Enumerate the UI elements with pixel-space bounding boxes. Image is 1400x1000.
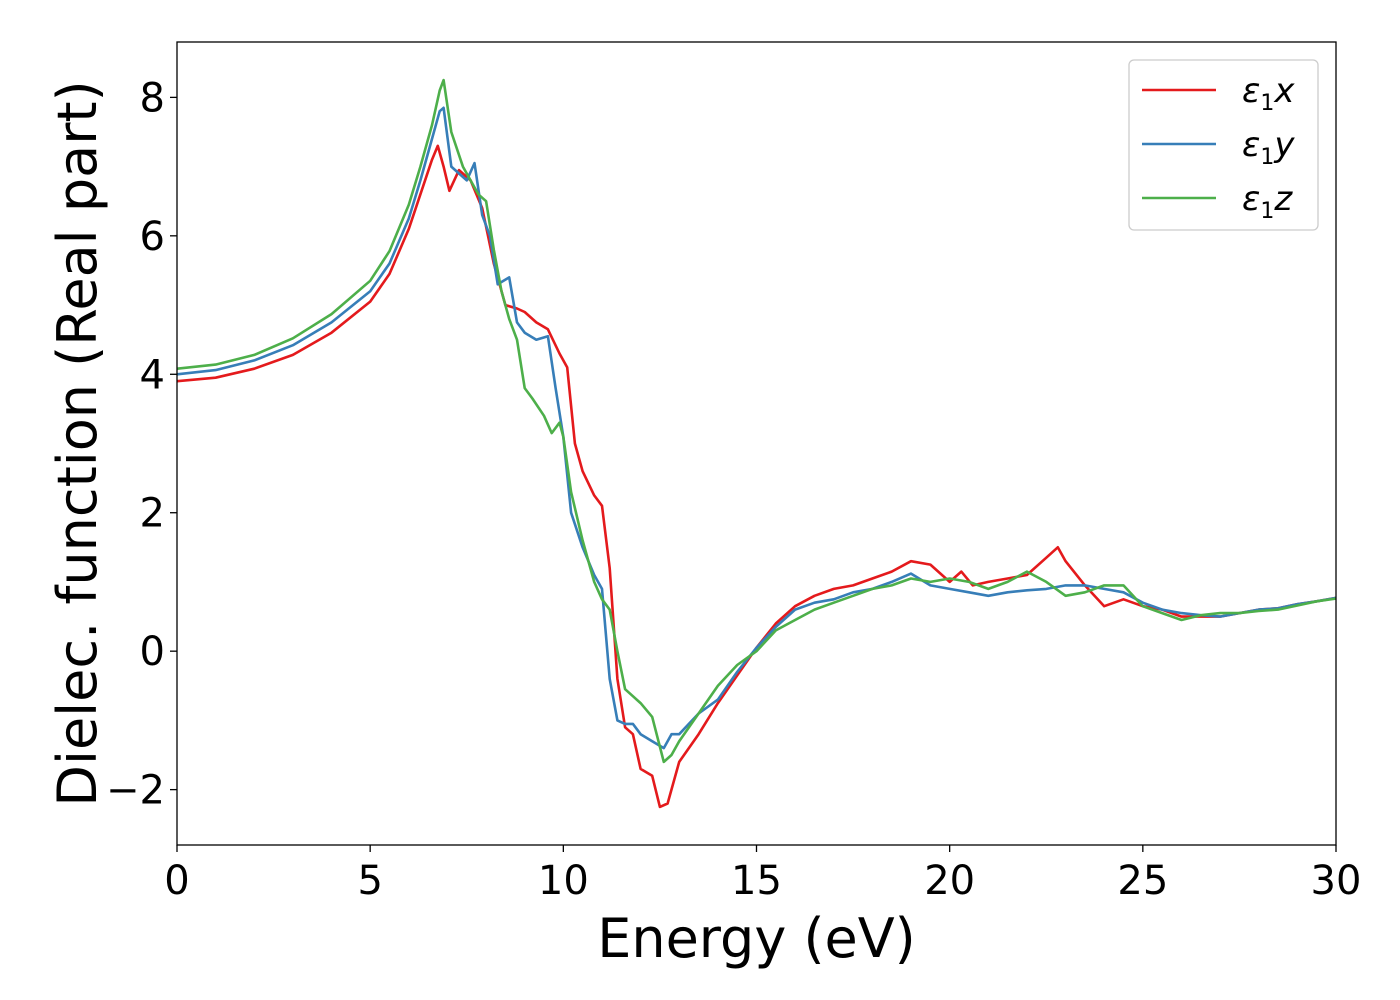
- x-tick-label: 25: [1117, 858, 1168, 904]
- x-tick-label: 20: [924, 858, 975, 904]
- y-tick-label: 8: [140, 75, 165, 121]
- legend-box: [1128, 59, 1319, 231]
- legend-label-x: ε1x: [1242, 71, 1295, 116]
- legend-label-z: ε1z: [1242, 179, 1293, 224]
- x-tick-label: 0: [164, 858, 189, 904]
- axis-ticks: 0 5 10 15 20 25 30 −2 0 2 4 6 8: [106, 75, 1361, 904]
- y-tick-label: −2: [106, 768, 165, 814]
- x-axis-title: Energy (eV): [597, 907, 916, 970]
- x-tick-label: 10: [538, 858, 589, 904]
- legend-label-y: ε1y: [1242, 125, 1295, 170]
- y-tick-label: 6: [140, 214, 165, 260]
- y-tick-label: 0: [140, 629, 165, 675]
- y-axis-title: Dielec. function (Real part): [46, 80, 109, 806]
- x-tick-label: 5: [357, 858, 382, 904]
- series-line-z: [177, 78, 1336, 764]
- y-tick-label: 4: [140, 352, 165, 398]
- x-tick-label: 30: [1311, 858, 1362, 904]
- series-line-x: [177, 144, 1336, 809]
- plot-area: [177, 78, 1336, 809]
- x-tick-label: 15: [731, 858, 782, 904]
- y-tick-label: 2: [140, 491, 165, 537]
- legend: ε1x ε1y ε1z: [1128, 59, 1319, 231]
- series-line-y: [177, 106, 1336, 750]
